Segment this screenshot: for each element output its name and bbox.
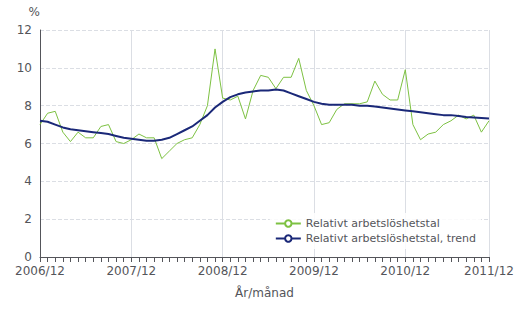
svg-text:10: 10 [17, 61, 32, 75]
svg-text:2007/12: 2007/12 [106, 264, 156, 278]
svg-text:%: % [29, 5, 40, 19]
svg-text:2006/12: 2006/12 [15, 264, 65, 278]
svg-text:Relativt arbetslöshetstal: Relativt arbetslöshetstal [306, 217, 440, 230]
svg-text:0: 0 [24, 250, 32, 264]
svg-text:2: 2 [24, 212, 32, 226]
svg-text:År/månad: År/månad [235, 285, 294, 300]
svg-text:12: 12 [17, 23, 32, 37]
svg-text:Relativt arbetslöshetstal, tre: Relativt arbetslöshetstal, trend [306, 232, 476, 245]
svg-text:2011/12: 2011/12 [464, 264, 514, 278]
svg-text:2010/12: 2010/12 [380, 264, 430, 278]
svg-text:8: 8 [24, 99, 32, 113]
svg-text:2008/12: 2008/12 [198, 264, 248, 278]
svg-text:6: 6 [24, 137, 32, 151]
svg-text:2009/12: 2009/12 [289, 264, 339, 278]
svg-text:4: 4 [24, 174, 32, 188]
